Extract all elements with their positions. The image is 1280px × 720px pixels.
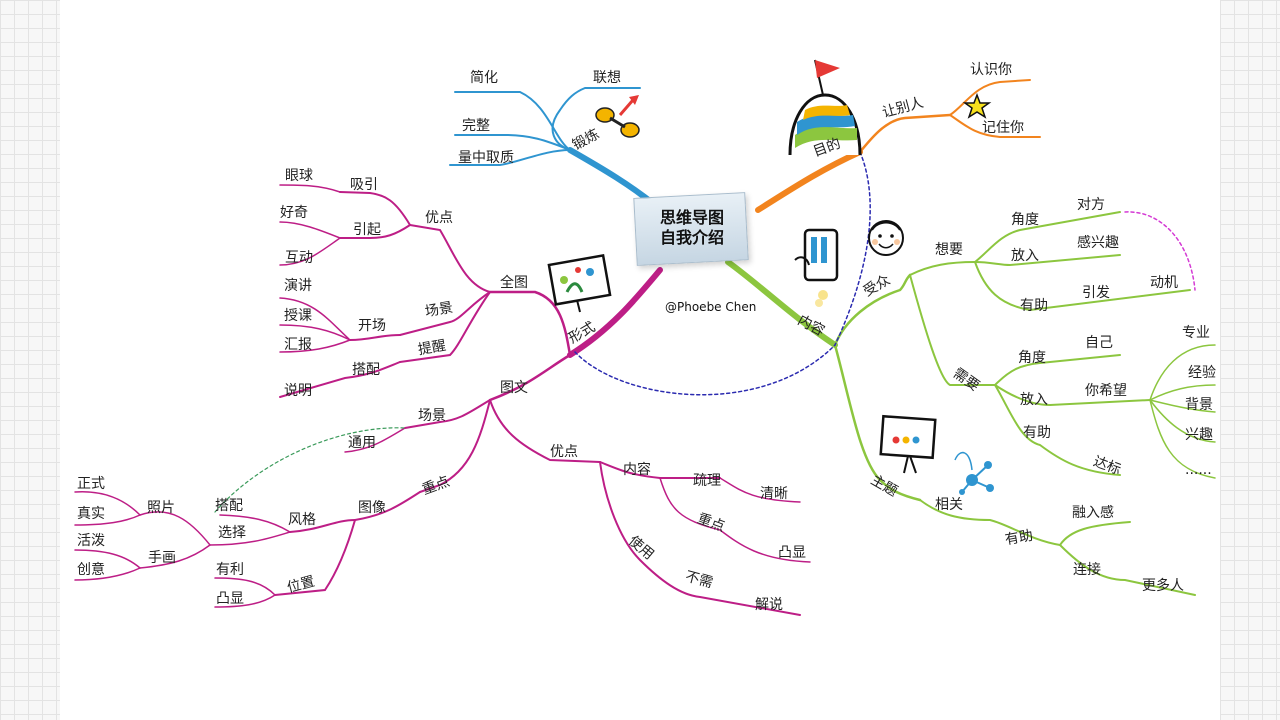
node-shouke[interactable]: 授课 <box>284 308 312 324</box>
node-kaichang[interactable]: 开场 <box>358 318 386 334</box>
center-title-line1: 思维导图 <box>659 208 724 227</box>
node-chuangyi[interactable]: 创意 <box>77 562 105 578</box>
node-yinqi[interactable]: 引起 <box>353 222 381 238</box>
node-zhuanye[interactable]: 专业 <box>1182 325 1210 341</box>
node-xiyin[interactable]: 吸引 <box>350 177 378 193</box>
node-xuanze[interactable]: 选择 <box>218 525 246 541</box>
node-jieshuo[interactable]: 解说 <box>755 597 783 613</box>
node-ellipsis[interactable]: ...... <box>1185 462 1212 478</box>
node-lianjie[interactable]: 连接 <box>1073 562 1101 578</box>
exercise-icon <box>595 95 640 138</box>
node-renshini[interactable]: 认识你 <box>970 62 1012 78</box>
node-weizhi-tuxian[interactable]: 凸显 <box>216 591 244 607</box>
node-shouhua[interactable]: 手画 <box>148 550 176 566</box>
node-quantu[interactable]: 全图 <box>500 275 528 291</box>
node-tuwen[interactable]: 图文 <box>500 380 528 396</box>
grid-background-right <box>1220 0 1280 720</box>
node-tuwen-youdian[interactable]: 优点 <box>550 444 578 460</box>
audience-face-icon <box>868 220 904 256</box>
node-tongyong[interactable]: 通用 <box>348 435 376 451</box>
node-youdian-tuxian[interactable]: 凸显 <box>778 545 806 561</box>
node-ziji[interactable]: 自己 <box>1085 335 1113 351</box>
node-xiangyao-fangru[interactable]: 放入 <box>1011 248 1039 264</box>
mindmap-lines <box>74 59 1216 616</box>
mindmap-canvas: 思维导图 自我介绍 @Phoebe Chen 锻炼 联想 简化 完整 量中取质 … <box>60 0 1220 720</box>
node-tuxiang[interactable]: 图像 <box>358 500 386 516</box>
node-haoqi[interactable]: 好奇 <box>280 205 308 221</box>
node-qingxi[interactable]: 清晰 <box>760 486 788 502</box>
node-zhenshi[interactable]: 真实 <box>77 506 105 522</box>
node-nixiwang[interactable]: 你希望 <box>1085 383 1127 399</box>
node-youli[interactable]: 有利 <box>216 562 244 578</box>
node-xuyao-youzhu[interactable]: 有助 <box>1023 425 1051 441</box>
center-node-title[interactable]: 思维导图 自我介绍 <box>650 208 734 248</box>
presentation-board-icon <box>879 414 937 474</box>
network-icon <box>954 451 994 495</box>
node-dongji[interactable]: 动机 <box>1150 275 1178 291</box>
node-yinfa[interactable]: 引发 <box>1082 285 1110 301</box>
node-lianxiang[interactable]: 联想 <box>593 70 621 86</box>
branch-shouzhong-lines <box>725 211 1216 596</box>
mountain-flag-icon <box>788 59 862 156</box>
node-xiangyao[interactable]: 想要 <box>935 242 963 258</box>
node-wanzheng[interactable]: 完整 <box>462 118 490 134</box>
branch-xingshi-lines <box>74 184 811 616</box>
node-xuyao-fangru[interactable]: 放入 <box>1020 392 1048 408</box>
author-credit: @Phoebe Chen <box>665 300 757 314</box>
node-xuyao-jiaodu[interactable]: 角度 <box>1018 350 1046 366</box>
node-huibao[interactable]: 汇报 <box>284 337 312 353</box>
node-rongrugan[interactable]: 融入感 <box>1072 505 1114 521</box>
node-yanjiang[interactable]: 演讲 <box>284 278 312 294</box>
node-tuwen-dapei[interactable]: 搭配 <box>215 498 243 514</box>
node-xiangyao-youzhu[interactable]: 有助 <box>1020 298 1048 314</box>
node-zhengshi[interactable]: 正式 <box>77 476 105 492</box>
node-huopo[interactable]: 活泼 <box>77 533 105 549</box>
node-jizhuni[interactable]: 记住你 <box>982 120 1024 136</box>
branch-duanlian-lines <box>449 87 658 208</box>
node-beijing[interactable]: 背景 <box>1185 397 1213 413</box>
node-shuli[interactable]: 疏理 <box>693 473 721 489</box>
star-icon <box>962 92 992 119</box>
node-yanqiu[interactable]: 眼球 <box>285 168 313 184</box>
node-shuoming[interactable]: 说明 <box>284 383 312 399</box>
grid-background-left <box>0 0 60 720</box>
node-xingqu[interactable]: 兴趣 <box>1185 427 1213 443</box>
node-tuwen-changjing[interactable]: 场景 <box>418 408 446 424</box>
branch-mudi-lines <box>755 79 1041 213</box>
node-gengduoren[interactable]: 更多人 <box>1142 578 1184 594</box>
node-duifang[interactable]: 对方 <box>1077 197 1105 213</box>
node-quantu-dapei[interactable]: 搭配 <box>352 362 380 378</box>
node-jianhua[interactable]: 简化 <box>470 70 498 86</box>
node-zhaopian[interactable]: 照片 <box>147 500 175 516</box>
center-title-line2: 自我介绍 <box>659 228 724 247</box>
node-liangzhongquzhi[interactable]: 量中取质 <box>458 150 514 166</box>
monitor-plant-icon <box>547 253 612 313</box>
node-youdian-neirong[interactable]: 内容 <box>623 462 651 478</box>
node-hudong[interactable]: 互动 <box>285 250 313 266</box>
node-ganxingqu[interactable]: 感兴趣 <box>1077 235 1119 251</box>
node-quantu-youdian[interactable]: 优点 <box>425 210 453 226</box>
node-xiangguan[interactable]: 相关 <box>935 497 963 513</box>
node-xiangyao-jiaodu[interactable]: 角度 <box>1011 212 1039 228</box>
node-fengge[interactable]: 风格 <box>288 512 316 528</box>
phone-icon <box>794 228 839 307</box>
node-jingyan[interactable]: 经验 <box>1188 365 1216 381</box>
